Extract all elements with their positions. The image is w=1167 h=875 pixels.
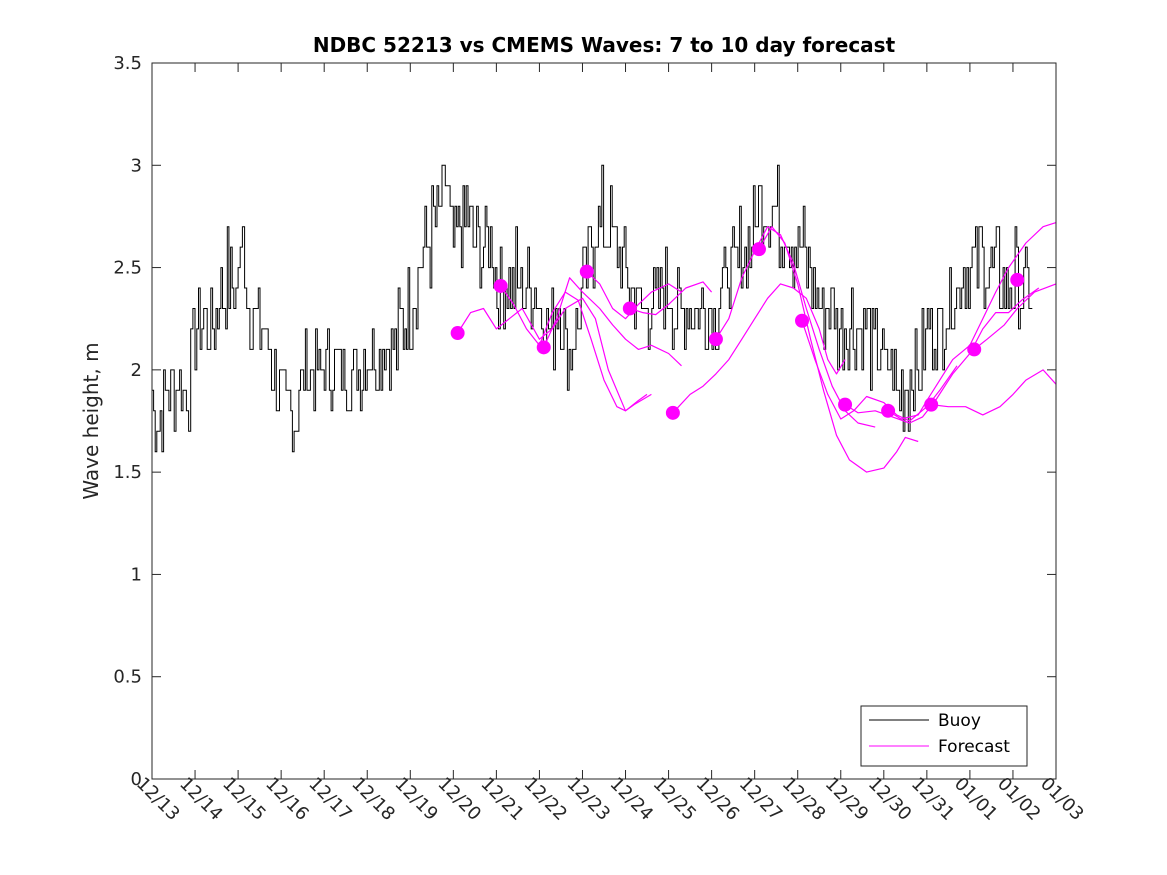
axes-box — [151, 62, 1057, 780]
x-tick-label: 12/22 — [520, 773, 572, 825]
y-tick-label: 3 — [131, 155, 142, 176]
x-tick-label: 12/26 — [692, 773, 744, 825]
x-tick-label: 01/03 — [1036, 773, 1088, 825]
x-tick-label: 01/01 — [950, 773, 1002, 825]
x-tick-label: 12/19 — [390, 773, 442, 825]
forecast-marker-3 — [579, 264, 594, 279]
forecast-marker-8 — [795, 313, 810, 328]
series-layer — [152, 164, 1057, 473]
forecast-marker-9 — [838, 397, 853, 412]
x-tick-label: 12/18 — [347, 773, 399, 825]
x-tick-label: 12/15 — [218, 773, 270, 825]
x-tick-label: 12/16 — [261, 773, 313, 825]
forecast-marker-13 — [1010, 272, 1025, 287]
forecast-marker-5 — [665, 405, 680, 420]
x-tick-label: 12/14 — [175, 773, 227, 825]
y-tick-label: 0 — [131, 769, 142, 790]
x-tick-label: 12/28 — [778, 773, 830, 825]
forecast-line-5 — [672, 283, 846, 414]
y-axis-label: Wave height, m — [79, 342, 103, 499]
forecast-marker-12 — [967, 342, 982, 357]
chart-title: NDBC 52213 vs CMEMS Waves: 7 to 10 day f… — [313, 33, 896, 57]
forecast-line-12 — [973, 283, 1057, 350]
y-axis-ticks: 0 0.5 1 1.5 2 2.5 3 3.5 — [113, 53, 1056, 790]
y-tick-label: 1.5 — [113, 462, 142, 483]
x-tick-label: 12/23 — [563, 773, 615, 825]
y-tick-label: 2 — [131, 360, 142, 381]
legend-buoy-label: Buoy — [938, 711, 981, 731]
x-tick-label: 12/27 — [735, 773, 787, 825]
y-tick-label: 2.5 — [113, 258, 142, 279]
forecast-line-1 — [500, 285, 652, 412]
x-tick-label: 12/21 — [477, 773, 529, 825]
forecast-line-11 — [931, 369, 1057, 416]
x-tick-label: 12/25 — [649, 773, 701, 825]
x-tick-label: 12/24 — [606, 773, 658, 825]
forecast-marker-7 — [751, 242, 766, 257]
x-tick-label: 01/02 — [993, 773, 1045, 825]
forecast-line-9 — [844, 287, 1040, 424]
forecast-line-4 — [629, 281, 713, 316]
legend: Buoy Forecast — [860, 705, 1028, 767]
forecast-marker-11 — [924, 397, 939, 412]
legend-forecast-label: Forecast — [938, 737, 1010, 757]
x-tick-label: 12/17 — [304, 773, 356, 825]
forecast-line-7 — [758, 226, 919, 473]
y-tick-label: 0.5 — [113, 667, 142, 688]
buoy-series-line — [152, 164, 1033, 453]
forecast-marker-6 — [708, 332, 723, 347]
forecast-marker-0 — [450, 326, 465, 341]
x-tick-label: 12/20 — [433, 773, 485, 825]
axes-layer — [151, 62, 1057, 780]
forecast-marker-2 — [536, 340, 551, 355]
y-tick-label: 3.5 — [113, 53, 142, 74]
forecast-marker-10 — [881, 403, 896, 418]
x-tick-label: 12/31 — [907, 773, 959, 825]
forecast-marker-4 — [622, 301, 637, 316]
forecast-line-2 — [543, 277, 682, 367]
y-tick-label: 1 — [131, 564, 142, 585]
x-tick-label: 12/29 — [821, 773, 873, 825]
legend-box — [860, 705, 1028, 767]
x-tick-label: 12/30 — [864, 773, 916, 825]
forecast-marker-1 — [493, 278, 508, 293]
